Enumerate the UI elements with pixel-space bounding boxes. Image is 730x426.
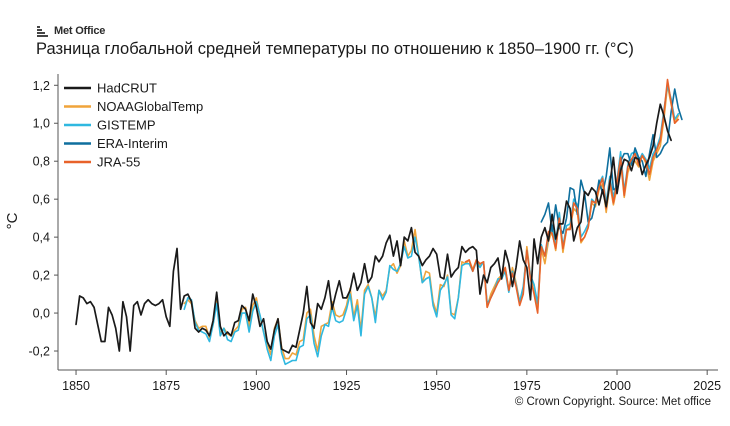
legend-item-noaaglobaltemp: NOAAGlobalTemp <box>64 99 203 114</box>
series-lines <box>75 78 683 366</box>
y-tick-label: 0,6 <box>33 193 50 207</box>
legend-label: NOAAGlobalTemp <box>97 99 203 114</box>
logo-text: Met Office <box>54 25 106 37</box>
y-tick-label: 0,2 <box>33 269 50 283</box>
logo: Met Office <box>36 23 105 39</box>
legend-label: JRA-55 <box>97 155 140 170</box>
series-line-era-interim <box>540 88 683 235</box>
chart-title: Разница глобальной средней температуры п… <box>36 40 634 58</box>
y-tick-label: 0,4 <box>33 231 50 245</box>
legend-label: ERA-Interim <box>97 136 168 151</box>
legend-label: GISTEMP <box>97 118 156 133</box>
y-tick-label: 1,2 <box>33 79 50 93</box>
legend-item-gistemp: GISTEMP <box>64 118 156 133</box>
axes: -0,2 0,0 0,2 0,4 0,6 0,8 1,0 1,2 1850 1875 1900 192… <box>4 74 721 393</box>
copyright-credit: © Crown Copyright. Source: Met office <box>514 396 711 408</box>
x-tick-label: 1975 <box>513 379 541 393</box>
x-tick-label: 2025 <box>693 379 721 393</box>
legend: HadCRUT NOAAGlobalTemp GISTEMP ERA-Interim J… <box>64 81 203 170</box>
y-tick-label: -0,2 <box>28 345 50 359</box>
x-tick-label: 1850 <box>62 379 90 393</box>
series-line-hadcrut <box>75 103 672 354</box>
met-office-logo-icon <box>37 26 48 37</box>
x-tick-label: 1925 <box>333 379 361 393</box>
series-line-jra-55 <box>464 78 680 314</box>
series-line-gistemp <box>183 84 680 366</box>
legend-label: HadCRUT <box>97 81 157 96</box>
legend-item-hadcrut: HadCRUT <box>64 81 157 96</box>
y-axis-label: °C <box>4 212 21 229</box>
y-tick-label: 1,0 <box>33 117 50 131</box>
x-tick-label: 2000 <box>603 379 631 393</box>
legend-item-era-interim: ERA-Interim <box>64 136 168 151</box>
y-tick-label: 0,8 <box>33 155 50 169</box>
x-tick-label: 1950 <box>423 379 451 393</box>
legend-item-jra-55: JRA-55 <box>64 155 140 170</box>
y-tick-label: 0,0 <box>33 307 50 321</box>
x-tick-label: 1875 <box>152 379 180 393</box>
x-tick-label: 1900 <box>242 379 270 393</box>
